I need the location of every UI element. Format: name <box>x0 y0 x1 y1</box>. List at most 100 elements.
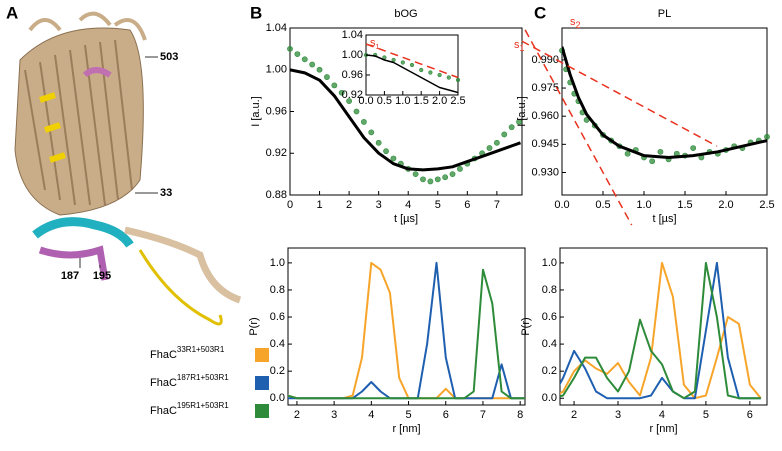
annotation-sub: 2 <box>576 20 581 30</box>
x-tick-label: 6 <box>443 409 449 421</box>
data-point <box>508 124 515 131</box>
x-axis-label: r [nm] <box>392 423 420 435</box>
y-tick-label: 1.04 <box>266 22 287 34</box>
series-line <box>560 261 761 400</box>
data-point <box>428 70 433 75</box>
x-tick-label: 5 <box>703 409 709 421</box>
x-tick-label: 2.0 <box>432 95 447 107</box>
x-tick-label: 4 <box>405 199 411 211</box>
residue-label: 187 <box>61 270 79 282</box>
data-point <box>649 158 656 165</box>
data-point <box>409 62 415 68</box>
x-tick-label: 0 <box>287 199 293 211</box>
annotation: s1 <box>370 37 380 51</box>
data-point <box>493 139 500 146</box>
y-tick-label: 0.92 <box>342 89 363 101</box>
data-point <box>442 174 449 181</box>
data-point <box>420 176 426 183</box>
x-tick-label: 2 <box>294 409 300 421</box>
y-tick-label: 0.990 <box>531 54 559 66</box>
panel-label: B <box>250 3 262 22</box>
annotation-sub: 1 <box>376 44 380 51</box>
x-tick-label: 1.0 <box>636 199 651 211</box>
x-tick-label: 2.5 <box>759 199 774 211</box>
annotation: s1 <box>514 39 525 53</box>
annotation-text: s <box>514 39 520 51</box>
data-point <box>353 108 360 115</box>
residue-label: 503 <box>160 51 178 63</box>
data-point <box>338 89 345 96</box>
y-tick-label: 0.960 <box>531 110 559 122</box>
panel-label: A <box>6 3 18 22</box>
legend-sup: 187R1+503R1 <box>177 373 229 382</box>
x-tick-label: 2.0 <box>718 199 733 211</box>
y-tick-label: 0.96 <box>342 69 363 81</box>
domain <box>124 226 242 304</box>
x-tick-label: 1.0 <box>395 95 410 107</box>
data-point <box>360 119 367 125</box>
y-tick-label: 1.0 <box>542 257 557 269</box>
plot-frame <box>287 247 526 406</box>
data-point <box>324 74 330 80</box>
legend-label: FhaC33R1+503R1 <box>150 345 225 361</box>
helix-yellow <box>39 92 66 163</box>
y-axis-label: I [a.u.] <box>250 96 262 127</box>
data-point <box>457 166 463 172</box>
x-tick-label: 4 <box>659 409 665 421</box>
x-tick-label: 2 <box>346 199 352 211</box>
x-tick-label: 4 <box>368 409 374 421</box>
annotation: s2 <box>570 16 581 30</box>
panel-label: C <box>534 3 546 22</box>
data-point <box>449 171 456 178</box>
annotation-sub: 1 <box>520 43 525 53</box>
series-line <box>288 268 525 400</box>
y-tick-label: 0.930 <box>531 166 559 178</box>
data-point <box>419 67 424 73</box>
y-tick-label: 0.975 <box>531 82 559 94</box>
y-tick-label: 0.8 <box>270 284 285 296</box>
y-tick-label: 0.945 <box>531 138 559 150</box>
series-line <box>560 261 762 400</box>
data-point <box>486 145 493 151</box>
data-point <box>294 51 301 57</box>
slope-line <box>365 43 459 79</box>
x-tick-label: 0.0 <box>358 95 373 107</box>
legend-sup: 33R1+503R1 <box>177 345 225 354</box>
legend-label: FhaC187R1+503R1 <box>150 373 229 389</box>
x-tick-label: 8 <box>517 409 523 421</box>
y-tick-label: 1.0 <box>270 257 285 269</box>
data-point <box>657 148 664 155</box>
protein-structure <box>14 11 242 326</box>
series-line <box>366 54 458 94</box>
legend-swatch <box>255 376 269 390</box>
chart-title: PL <box>658 8 671 20</box>
legend-label: FhaC195R1+503R1 <box>150 401 229 417</box>
legend-name: FhaC <box>150 405 177 417</box>
annotation-text: s <box>370 37 376 49</box>
data-point <box>427 178 434 185</box>
x-tick-label: 0.0 <box>554 199 569 211</box>
data-point <box>375 139 382 146</box>
chart-title: bOG <box>394 8 417 20</box>
data-point <box>287 45 293 52</box>
loops <box>28 11 147 41</box>
series-line <box>560 261 761 400</box>
x-tick-label: 6 <box>747 409 753 421</box>
series-line <box>290 68 521 172</box>
y-tick-label: 0.6 <box>542 311 557 323</box>
plot-frame <box>561 27 768 196</box>
x-tick-label: 7 <box>494 199 500 211</box>
data-point <box>455 77 461 83</box>
helix-cyan <box>32 217 134 248</box>
slope-line <box>521 40 718 147</box>
x-tick-label: 1.5 <box>414 95 429 107</box>
data-point <box>309 61 316 68</box>
y-axis-label: P(r) <box>248 317 260 335</box>
y-tick-label: 0.2 <box>270 365 285 377</box>
x-tick-label: 1 <box>316 199 322 211</box>
y-tick-label: 1.00 <box>266 64 287 76</box>
x-tick-label: 2.5 <box>450 95 465 107</box>
x-tick-label: 7 <box>480 409 486 421</box>
data-point <box>690 145 697 151</box>
